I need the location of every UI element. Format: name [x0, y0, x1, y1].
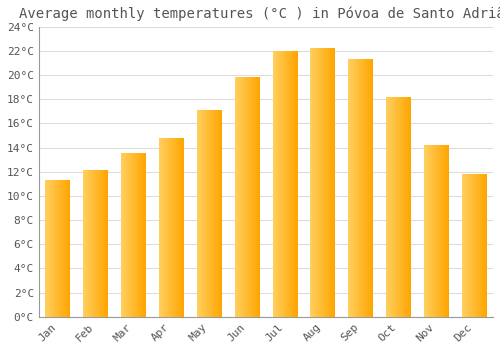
Bar: [46, 180, 70, 317]
Bar: [348, 60, 373, 317]
Bar: [84, 170, 108, 317]
Bar: [310, 49, 335, 317]
Bar: [386, 97, 410, 317]
Bar: [462, 174, 486, 317]
Bar: [197, 110, 222, 317]
Bar: [121, 154, 146, 317]
Bar: [272, 51, 297, 317]
Bar: [424, 145, 448, 317]
Title: Average monthly temperatures (°C ) in Póvoa de Santo Adrião: Average monthly temperatures (°C ) in Pó…: [19, 7, 500, 21]
Bar: [159, 138, 184, 317]
Bar: [234, 78, 260, 317]
